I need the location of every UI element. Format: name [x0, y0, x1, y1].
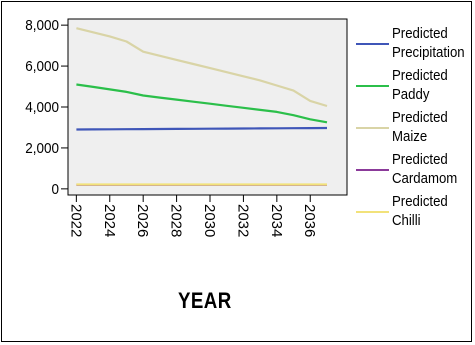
x-tick-label: 2024 [101, 204, 118, 237]
legend-label-line: Precipitation [392, 44, 465, 61]
x-tick-label: 2034 [268, 204, 285, 237]
legend-label-line: Predicted [392, 151, 448, 168]
x-tick-label: 2032 [234, 204, 251, 237]
y-tick-label: 0 [51, 181, 59, 198]
legend-label-line: Predicted [392, 109, 448, 126]
legend-label: Predicted Cardamom [392, 150, 457, 188]
legend-item-cardamom: Predicted Cardamom [356, 150, 472, 188]
legend-label-line: Cardamom [392, 170, 458, 187]
legend-swatch [356, 43, 389, 45]
x-tick-label: 2028 [168, 204, 185, 237]
y-axis: 0 2,000 4,000 6,000 8,000 [25, 18, 68, 198]
series-line-maize [76, 27, 328, 108]
legend-label-line: Maize [392, 128, 428, 145]
legend-item-paddy: Predicted Paddy [356, 66, 472, 104]
legend-label: Predicted Chilli [392, 192, 448, 230]
legend-swatch [356, 211, 389, 213]
legend-label-line: Chilli [392, 212, 421, 229]
legend-swatch [356, 85, 389, 87]
x-axis: 2022 2024 2026 2028 2030 2032 2034 2036 [67, 195, 318, 237]
y-tick-label: 2,000 [25, 140, 59, 157]
x-tick-label: 2030 [201, 204, 218, 237]
x-tick-label: 2026 [134, 204, 151, 237]
legend-label-line: Paddy [392, 86, 430, 103]
series-line-precipitation [76, 126, 328, 131]
x-axis-title: YEAR [178, 288, 232, 313]
legend-swatch [356, 127, 389, 129]
legend-label: Predicted Precipitation [392, 24, 465, 62]
y-tick-label: 4,000 [25, 99, 59, 116]
legend-label: Predicted Paddy [392, 66, 448, 104]
legend-label: Predicted Maize [392, 108, 448, 146]
series-line-paddy [76, 83, 328, 124]
y-tick-label: 8,000 [25, 18, 59, 35]
legend-label-line: Predicted [392, 67, 448, 84]
legend-label-line: Predicted [392, 193, 448, 210]
series-layer [76, 27, 328, 186]
legend-swatch [356, 169, 389, 171]
legend-label-line: Predicted [392, 25, 448, 42]
legend-item-chilli: Predicted Chilli [356, 192, 472, 230]
x-tick-label: 2036 [301, 204, 318, 237]
y-tick-label: 6,000 [25, 58, 59, 75]
legend-item-maize: Predicted Maize [356, 108, 472, 146]
plot-area [67, 18, 348, 196]
x-tick-label: 2022 [67, 204, 84, 237]
legend-item-precipitation: Predicted Precipitation [356, 24, 472, 62]
